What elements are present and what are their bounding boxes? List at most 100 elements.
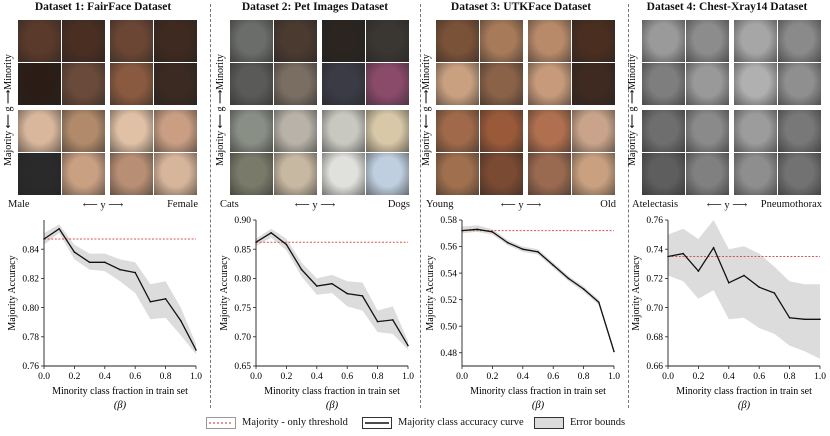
x-tick-label: 0.2: [68, 372, 80, 382]
y-tick-label: 0.85: [234, 245, 251, 255]
data-point: [773, 292, 776, 294]
sample-image-tile: [366, 153, 409, 195]
sample-image-tile: [572, 110, 615, 152]
image-grid: [436, 20, 615, 196]
sample-image-tile: [642, 153, 685, 195]
sample-image-tile: [322, 20, 365, 62]
sample-image-tile: [778, 20, 821, 62]
y-tick-label: 0.56: [440, 243, 457, 253]
sample-image-tile: [734, 63, 777, 105]
x-tick-label: 0.2: [692, 372, 704, 382]
y-tick-label: 0.58: [440, 216, 457, 226]
data-point: [58, 227, 60, 230]
y-tick-label: 0.52: [440, 296, 457, 306]
sample-image-tile: [62, 110, 105, 152]
chart-svg: 0.0 0.2 0.4 0.6 0.8 1.0 0.76 0.78 0.80 0.82 0.84 Ma…: [7, 220, 202, 411]
sample-image-tile: [686, 110, 729, 152]
sample-image-tile: [154, 63, 197, 105]
x-tick-label: 1.0: [190, 372, 202, 382]
group-axis-text: Majority ⟵ g ⟶Minority: [421, 54, 432, 166]
accuracy-plot: 0.0 0.2 0.4 0.6 0.8 1.0 0.65 0.70 0.75 0.80 0.85 0.…: [212, 216, 418, 417]
panel-title: Dataset 4: Chest-Xray14 Dataset: [646, 1, 808, 13]
class-label-right: Old: [600, 199, 616, 210]
data-point: [119, 268, 121, 271]
legend-label-curve: Majority class accuracy curve: [398, 417, 524, 428]
chart-svg: 0.0 0.2 0.4 0.6 0.8 1.0 0.66 0.68 0.70 0.72 0.74 0.…: [631, 216, 826, 411]
sample-image-tile: [230, 110, 273, 152]
group-axis-label: Majority ⟵ g ⟶Minority: [418, 22, 434, 198]
panel-divider: [420, 4, 421, 408]
panel-fairface: Dataset 1: FairFace Dataset Majority ⟵ g…: [0, 0, 206, 411]
sample-image-tile: [778, 63, 821, 105]
x-axis-sublabel: (β): [738, 400, 751, 411]
data-point: [376, 320, 379, 323]
data-point: [582, 288, 585, 290]
data-point: [598, 301, 600, 304]
data-point: [613, 350, 615, 353]
class-label-left: Cats: [220, 199, 239, 210]
data-point: [522, 248, 524, 250]
class-label-right: Pneumothorax: [760, 199, 822, 210]
sample-image-tile: [480, 110, 523, 152]
y-tick-label: 0.54: [440, 269, 457, 279]
y-tick-label: 0.48: [440, 349, 457, 359]
x-tick-label: 0.4: [723, 372, 735, 382]
group-axis-text: Majority ⟵ g ⟶Minority: [215, 54, 226, 166]
panel-divider: [210, 4, 211, 408]
x-tick-label: 0.0: [456, 372, 468, 382]
data-point: [819, 318, 821, 321]
x-tick-label: 0.0: [250, 372, 262, 382]
x-tick-label: 0.8: [578, 372, 590, 382]
x-tick-label: 0.6: [129, 372, 141, 382]
x-tick-label: 1.0: [402, 372, 414, 382]
data-point: [506, 241, 509, 244]
sample-image-tile: [572, 20, 615, 62]
sample-image-tile: [528, 153, 571, 195]
group-axis-text: Majority ⟵ g ⟶Minority: [3, 54, 14, 166]
sample-image-tile: [572, 63, 615, 105]
sample-image-tile: [366, 63, 409, 105]
data-point: [728, 281, 730, 284]
accuracy-plot: 0.0 0.2 0.4 0.6 0.8 1.0 0.76 0.78 0.80 0.82 0.84 Ma…: [0, 216, 206, 417]
data-point: [270, 232, 272, 234]
sample-image-tile: [110, 20, 153, 62]
x-tick-label: 0.2: [486, 372, 498, 382]
y-tick-label: 0.76: [646, 216, 663, 226]
group-axis-label: Majority ⟵ g ⟶Minority: [212, 22, 228, 198]
class-label-left: Atelectasis: [632, 199, 679, 210]
y-tick-label: 0.72: [646, 275, 663, 285]
data-point: [491, 231, 494, 233]
x-tick-label: 1.0: [814, 372, 826, 382]
legend-item-curve: Majority class accuracy curve: [362, 415, 562, 433]
data-point: [361, 295, 364, 297]
sample-image-tile: [734, 20, 777, 62]
sample-image-tile: [230, 153, 273, 195]
class-axis-label: ⟵ y ⟶: [706, 200, 748, 211]
x-axis-sublabel: (β): [532, 400, 545, 411]
x-tick-label: 0.4: [311, 372, 323, 382]
x-axis-sublabel: (β): [326, 400, 339, 411]
y-tick-label: 0.50: [440, 322, 457, 332]
sample-image-tile: [778, 110, 821, 152]
y-tick-label: 0.68: [646, 333, 663, 343]
sample-image-tile: [274, 110, 317, 152]
y-tick-label: 0.70: [234, 333, 251, 343]
panel-title: Dataset 1: FairFace Dataset: [34, 1, 172, 13]
data-point: [300, 268, 303, 271]
data-point: [567, 277, 570, 280]
legend-swatch-threshold: [206, 417, 236, 429]
sample-image-tile: [274, 153, 317, 195]
sample-image-tile: [366, 20, 409, 62]
x-axis-label: Minority class fraction in train set: [52, 386, 188, 397]
x-tick-label: 0.6: [547, 372, 559, 382]
chart-svg: 0.0 0.2 0.4 0.6 0.8 1.0 0.65 0.70 0.75 0.80 0.85 0.…: [219, 216, 414, 411]
accuracy-curve: [461, 228, 615, 352]
y-axis-label: Majority Accuracy: [219, 255, 230, 330]
sample-image-tile: [322, 63, 365, 105]
sample-image-tile: [62, 63, 105, 105]
x-axis-label: Minority class fraction in train set: [676, 386, 812, 397]
sample-image-tile: [230, 20, 273, 62]
x-tick-label: 0.0: [38, 372, 50, 382]
data-point: [104, 261, 106, 264]
x-tick-label: 0.4: [517, 372, 529, 382]
